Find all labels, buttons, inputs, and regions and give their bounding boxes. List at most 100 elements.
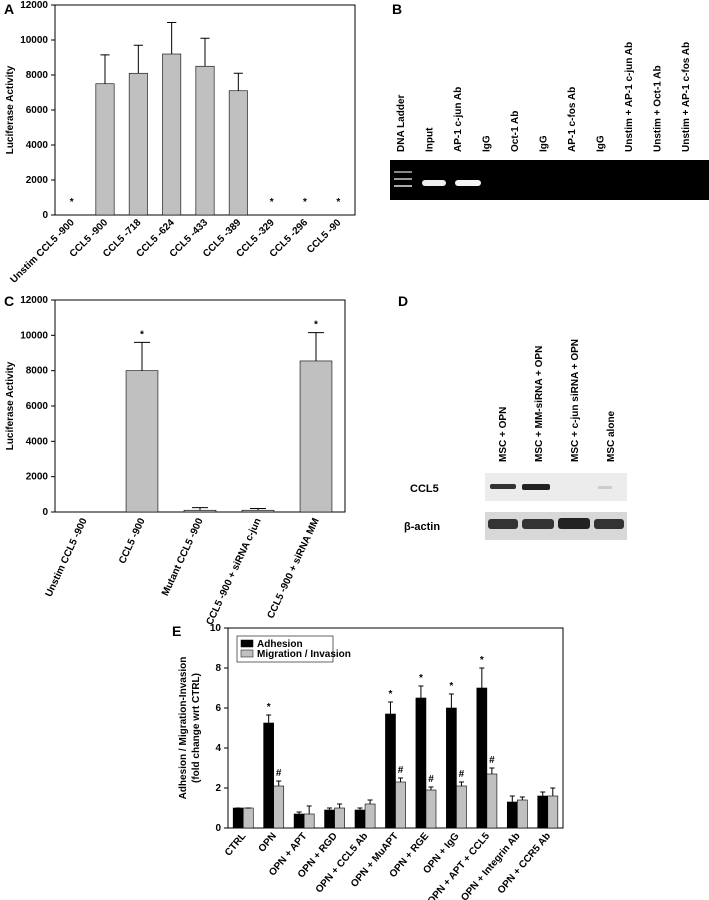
error-bar <box>308 332 324 361</box>
bar <box>537 795 549 829</box>
gel-lane-label: AP-1 c-fos Ab <box>567 87 578 152</box>
x-tick-label: OPN + CCR5 Ab <box>496 831 553 896</box>
bar <box>242 807 254 829</box>
panel-label: B <box>392 1 402 17</box>
legend-swatch <box>240 649 254 658</box>
error-bar <box>266 714 272 723</box>
error-bar <box>448 693 454 708</box>
bar <box>354 809 366 829</box>
error-bar <box>550 787 556 796</box>
bar <box>506 801 518 829</box>
error-bar <box>398 777 404 782</box>
y-axis-label: Adhesion / Migration-Invasion <box>178 657 189 800</box>
gel-band <box>394 171 412 173</box>
gel-lane-label: Unstim + Oct-1 Ab <box>653 65 664 152</box>
significance-mark: # <box>398 765 404 776</box>
x-tick-label: CCL5 -900 + siRNA MM <box>266 517 322 621</box>
gel-lane-label: IgG <box>596 135 607 152</box>
bar <box>364 803 376 829</box>
panel-label: D <box>398 293 408 309</box>
bar <box>324 809 335 829</box>
gel-lane-label: IgG <box>539 135 550 152</box>
bar <box>446 707 457 829</box>
bar <box>293 813 305 829</box>
error-bar <box>540 791 546 796</box>
bar <box>125 370 159 513</box>
bar <box>128 72 148 216</box>
error-bar <box>167 22 177 54</box>
y-tick-label: 2000 <box>26 175 49 186</box>
y-tick-label: 0 <box>42 507 48 518</box>
blot-lane-label: MSC + OPN <box>498 407 509 462</box>
error-bar <box>306 805 312 814</box>
significance-mark: * <box>303 197 307 208</box>
y-tick-label: 4 <box>215 743 221 754</box>
error-bar <box>428 786 434 790</box>
y-tick-label: 0 <box>42 210 48 221</box>
legend-label: Migration / Invasion <box>257 649 351 660</box>
gel-lane-label: Unstim + AP-1 c-jun Ab <box>624 42 635 152</box>
significance-mark: * <box>389 689 393 700</box>
bar <box>415 697 427 829</box>
gel-band <box>455 180 481 186</box>
significance-mark: * <box>449 681 453 692</box>
significance-mark: * <box>314 320 318 331</box>
y-tick-label: 6000 <box>26 401 49 412</box>
y-tick-label: 2000 <box>26 472 49 483</box>
gel-lane-label: DNA Ladder <box>396 94 407 152</box>
bar <box>195 65 215 216</box>
y-tick-label: 10 <box>210 623 222 634</box>
significance-mark: # <box>428 774 434 785</box>
error-bar <box>100 54 110 84</box>
legend-label: Adhesion <box>257 639 303 650</box>
bar <box>162 53 182 216</box>
error-bar <box>519 796 525 800</box>
x-tick-label: CCL5 -900 <box>117 516 148 565</box>
blot-band <box>558 518 590 529</box>
error-bar <box>276 780 282 786</box>
error-bar <box>418 685 424 698</box>
error-bar <box>296 811 302 814</box>
gel-lane-label: AP-1 c-jun Ab <box>453 87 464 152</box>
significance-mark: * <box>336 197 340 208</box>
blot-band <box>490 484 516 489</box>
error-bar <box>489 767 495 774</box>
blot-band <box>488 519 518 529</box>
y-tick-label: 10000 <box>20 330 48 341</box>
x-tick-label: Unstim CCL5 -900 <box>44 516 90 599</box>
panel-label: E <box>172 623 181 639</box>
y-axis-label: Luciferase Activity <box>5 361 16 450</box>
error-bar <box>192 507 208 511</box>
bar <box>547 795 559 829</box>
gel-lane-label: IgG <box>482 135 493 152</box>
significance-mark: * <box>270 197 274 208</box>
significance-mark: # <box>459 769 465 780</box>
error-bar <box>337 803 343 808</box>
panel-label: C <box>4 293 14 309</box>
bar <box>273 785 285 829</box>
error-bar <box>367 799 373 804</box>
bar <box>385 713 396 829</box>
legend-swatch <box>240 639 254 648</box>
y-tick-label: 4000 <box>26 140 49 151</box>
gel-lane-label: Unstim + AP-1 c-fos Ab <box>681 42 692 152</box>
y-axis-label: Luciferase Activity <box>5 65 16 154</box>
error-bar <box>509 795 515 802</box>
y-tick-label: 6 <box>215 703 221 714</box>
bar <box>517 799 528 829</box>
significance-mark: # <box>276 768 282 779</box>
y-tick-label: 8000 <box>26 70 49 81</box>
x-tick-label: Mutant CCL5 -900 <box>160 516 206 598</box>
error-bar <box>250 507 266 511</box>
gel-band <box>394 178 412 180</box>
y-tick-label: 6000 <box>26 105 49 116</box>
significance-mark: * <box>140 329 144 340</box>
bar <box>263 722 274 829</box>
bar <box>334 807 345 829</box>
x-tick-label: CTRL <box>223 831 249 859</box>
error-bar <box>387 701 393 714</box>
blot-band <box>598 486 612 489</box>
error-bar <box>479 667 485 688</box>
y-tick-label: 4000 <box>26 436 49 447</box>
